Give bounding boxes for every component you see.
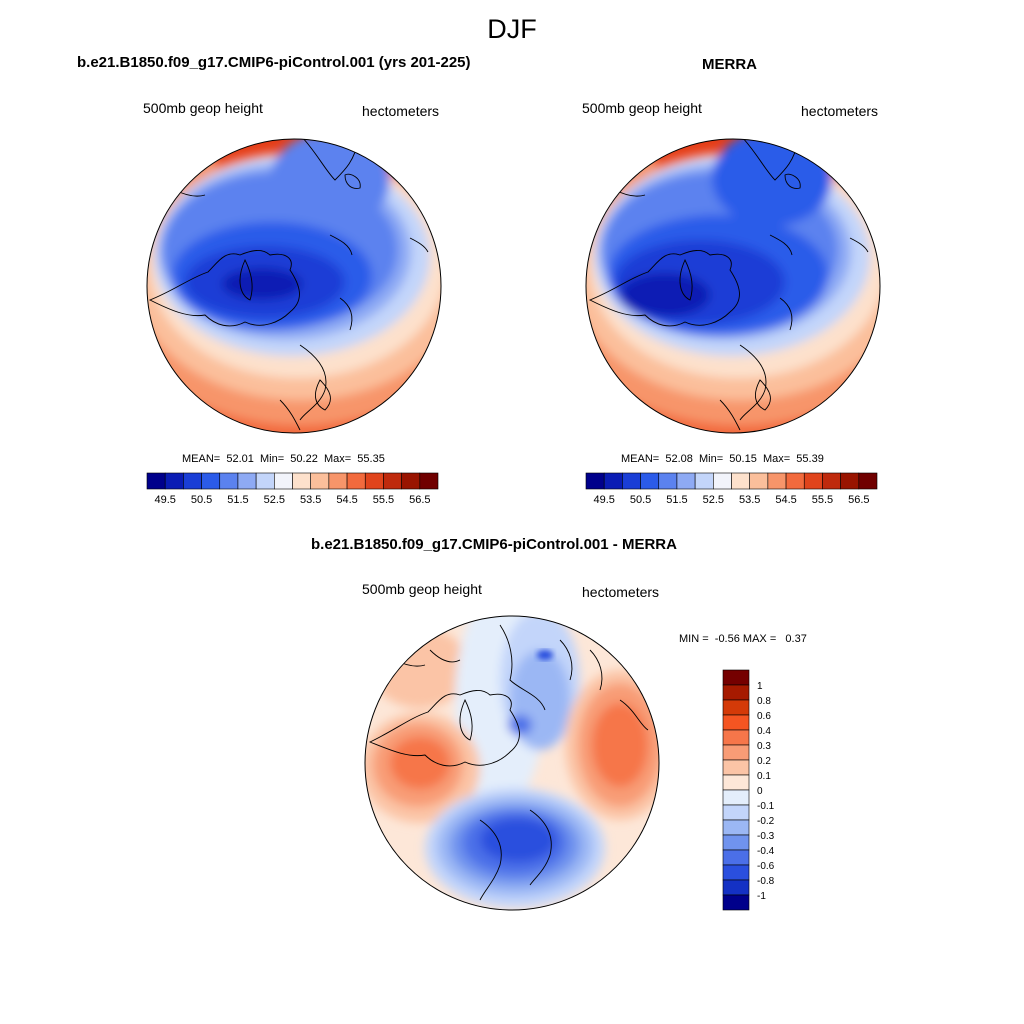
colorbar-swatch [310,472,330,490]
colorbar-swatch [722,714,750,731]
colorbar-tick-label: 1 [757,681,763,692]
colorbar-swatch [858,472,878,490]
panel-3-colorbar: 1 0.8 0.6 0.4 0.3 0.2 0.1 0 -0.1 -0.2 -0.3 -0.4 -0.6… [722,669,775,911]
panel-1-variable-label: 500mb geop height [143,100,263,116]
colorbar-swatch [722,849,750,866]
panel-1-stats: MEAN= 52.01 Min= 50.22 Max= 55.35 [182,453,385,465]
colorbar-swatch [328,472,348,490]
colorbar-swatch [713,472,732,490]
colorbar-tick-label: -0.4 [757,846,775,857]
colorbar-tick-label: 49.5 [154,494,175,506]
colorbar-tick-label: 0.8 [757,696,771,707]
colorbar-swatch [722,819,750,836]
panel-2-units-label: hectometers [801,103,879,119]
colorbar-tick-label: 55.5 [373,494,394,506]
colorbar-swatch [603,472,623,490]
colorbar-swatch [164,472,184,490]
panel-1-title: b.e21.B1850.f09_g17.CMIP6-piControl.001 … [77,54,471,71]
colorbar-swatch [749,472,769,490]
colorbar-swatch [722,684,750,701]
colorbar-swatch [767,472,787,490]
panel-2-colorbar: 49.5 50.5 51.5 52.5 53.5 54.5 55.5 56.5 [585,472,878,506]
colorbar-swatch [364,472,384,490]
colorbar-tick-label: 54.5 [336,494,357,506]
colorbar-tick-label: 50.5 [191,494,212,506]
colorbar-tick-label: -0.2 [757,816,775,827]
colorbar-tick-label: 0.4 [757,726,771,737]
panel-1-colorbar: 49.5 50.5 51.5 52.5 53.5 54.5 55.5 56.5 [146,472,439,506]
colorbar-tick-label: -0.1 [757,801,775,812]
colorbar-swatch [840,472,860,490]
colorbar-tick-label: 0 [757,786,763,797]
colorbar-swatch [640,472,660,490]
colorbar-tick-label: 56.5 [848,494,869,506]
colorbar-tick-label: 53.5 [739,494,760,506]
colorbar-tick-label: 0.1 [757,771,771,782]
colorbar-swatch [722,699,750,716]
panel-2-variable-label: 500mb geop height [582,100,702,116]
colorbar-tick-label: 49.5 [593,494,614,506]
colorbar-swatch [146,472,166,490]
colorbar-swatch [201,472,221,490]
colorbar-swatch [731,472,750,490]
colorbar-swatch [722,669,750,686]
colorbar-swatch [722,804,750,821]
colorbar-swatch [585,472,605,490]
panel-3-title: b.e21.B1850.f09_g17.CMIP6-piControl.001 … [311,536,677,553]
colorbar-swatch [722,759,750,776]
colorbar-swatch [419,472,439,490]
colorbar-tick-label: 50.5 [630,494,651,506]
colorbar-swatch [383,472,402,490]
colorbar-swatch [183,472,202,490]
colorbar-tick-label: 51.5 [227,494,248,506]
colorbar-tick-label: -1 [757,891,766,902]
panel-3-stats: MIN = -0.56 MAX = 0.37 [679,633,807,645]
colorbar-swatch [219,472,239,490]
colorbar-swatch [237,472,257,490]
colorbar-swatch [803,472,823,490]
panel-1-map [146,138,442,434]
colorbar-tick-label: 0.6 [757,711,771,722]
colorbar-tick-label: -0.6 [757,861,775,872]
panel-2-stats: MEAN= 52.08 Min= 50.15 Max= 55.39 [621,453,824,465]
figure-title: DJF [487,14,537,44]
colorbar-swatch [785,472,805,490]
colorbar-swatch [658,472,678,490]
colorbar-tick-label: 56.5 [409,494,430,506]
colorbar-tick-label: 53.5 [300,494,321,506]
panel-3-units-label: hectometers [582,584,660,600]
colorbar-swatch [274,472,293,490]
colorbar-swatch [722,834,750,851]
colorbar-tick-label: 52.5 [703,494,724,506]
colorbar-swatch [401,472,421,490]
colorbar-swatch [722,729,750,746]
colorbar-swatch [676,472,696,490]
panel-2-map [585,138,881,434]
colorbar-tick-label: 51.5 [666,494,687,506]
panel-1-units-label: hectometers [362,103,440,119]
colorbar-swatch [346,472,366,490]
colorbar-tick-label: 0.2 [757,756,771,767]
colorbar-tick-label: 55.5 [812,494,833,506]
colorbar-tick-label: 0.3 [757,741,771,752]
colorbar-swatch [722,789,750,806]
colorbar-swatch [722,879,750,896]
colorbar-swatch [292,472,311,490]
colorbar-swatch [722,774,750,791]
colorbar-tick-label: -0.8 [757,876,775,887]
colorbar-tick-label: 54.5 [775,494,796,506]
colorbar-tick-label: -0.3 [757,831,775,842]
colorbar-swatch [622,472,641,490]
colorbar-swatch [722,744,750,761]
colorbar-swatch [722,894,750,911]
colorbar-tick-label: 52.5 [264,494,285,506]
panel-2-title: MERRA [702,56,757,73]
colorbar-swatch [822,472,841,490]
colorbar-swatch [255,472,275,490]
colorbar-swatch [694,472,714,490]
panel-3-map [364,615,660,911]
panel-3-variable-label: 500mb geop height [362,581,482,597]
colorbar-swatch [722,864,750,881]
